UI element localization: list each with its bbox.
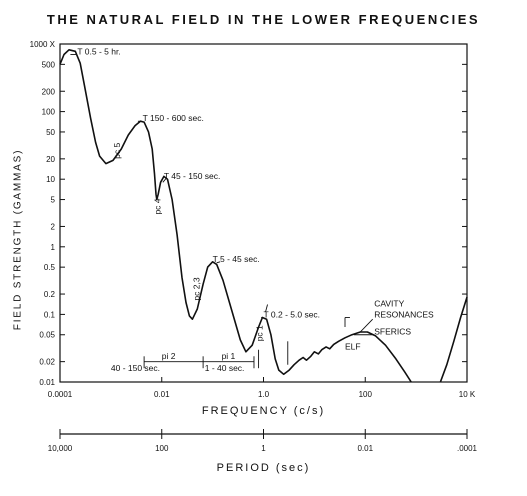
x-axis-ticks: 0.0001 0.01 1.0 100 10 K: [48, 377, 476, 399]
annotation-label: pi 1: [222, 351, 236, 361]
x-tick-label: 0.01: [154, 390, 170, 399]
y-tick-label: 0.1: [44, 310, 56, 319]
curves: [59, 49, 468, 383]
annotation-label: pc 4: [153, 198, 163, 214]
leader-line: [216, 261, 221, 264]
annotation-label: 1 - 40 sec.: [205, 363, 245, 373]
field-curve: [439, 296, 468, 383]
y-tick-label: 10: [46, 175, 55, 184]
y-tick-label: 500: [42, 60, 56, 69]
period-axis: 10,000 100 1 0.01 .0001: [48, 429, 478, 453]
leader-line: [359, 318, 374, 333]
y-tick-label: 0.5: [44, 263, 56, 272]
period-tick-label: 10,000: [48, 444, 73, 453]
y-tick-label: 5: [51, 196, 56, 205]
y-tick-label: 0.2: [44, 290, 56, 299]
annotation-label: pc 5: [112, 143, 122, 159]
annotation-label: pc 2,3: [191, 277, 201, 300]
field-curve: [59, 49, 412, 383]
y-tick-label: 200: [42, 87, 56, 96]
y-tick-label: 20: [46, 155, 55, 164]
annotation-label: pc 1: [254, 325, 264, 341]
x-tick-label: 0.0001: [48, 390, 73, 399]
annotation-label: pi 2: [162, 351, 176, 361]
y-tick-label: 0.05: [39, 331, 55, 340]
y-tick-label: 1: [51, 243, 56, 252]
leader-line: [162, 177, 168, 183]
y-tick-label: 50: [46, 128, 55, 137]
annotation-label: T 150 - 600 sec.: [143, 113, 204, 123]
y-axis-ticks: 1000 X 500 200 100 50 20 10 5 2 1 0.5 0.2 0.1 0.05 0.0…: [30, 40, 467, 387]
chart-title: THE NATURAL FIELD IN THE LOWER FREQUENCI…: [46, 12, 481, 27]
annotation-marks: [70, 54, 374, 369]
annotations: T 0.5 - 5 hr. T 150 - 600 sec. pc 5 T 45 - …: [77, 46, 434, 373]
x-axis-label: FREQUENCY (c/s): [201, 405, 326, 417]
annotation-label: T 0.5 - 5 hr.: [77, 46, 120, 56]
x-tick-label: 1.0: [258, 390, 270, 399]
y-tick-label: 0.01: [39, 378, 55, 387]
y-tick-label: 1000 X: [30, 40, 56, 49]
y-tick-label: 2: [51, 222, 56, 231]
period-axis-label: PERIOD (sec): [216, 462, 311, 474]
annotation-label: RESONANCES: [374, 309, 434, 319]
x-tick-label: 10 K: [459, 390, 476, 399]
annotation-label: T 45 - 150 sec.: [164, 171, 221, 181]
annotation-label: CAVITY: [374, 299, 404, 309]
period-tick-label: 100: [155, 444, 169, 453]
y-tick-label: 0.02: [39, 358, 55, 367]
annotation-label: T 0.2 - 5.0 sec.: [264, 309, 321, 319]
period-tick-label: 1: [261, 444, 266, 453]
leader-line: [265, 304, 268, 312]
annotation-label: 40 - 150 sec.: [111, 363, 160, 373]
annotation-label: SFERICS: [374, 327, 411, 337]
x-tick-label: 100: [359, 390, 373, 399]
period-tick-label: .0001: [457, 444, 478, 453]
annotation-label: ELF: [345, 342, 361, 352]
period-tick-label: 0.01: [357, 444, 373, 453]
annotation-label: T 5 - 45 sec.: [213, 254, 260, 264]
y-tick-label: 100: [42, 108, 56, 117]
